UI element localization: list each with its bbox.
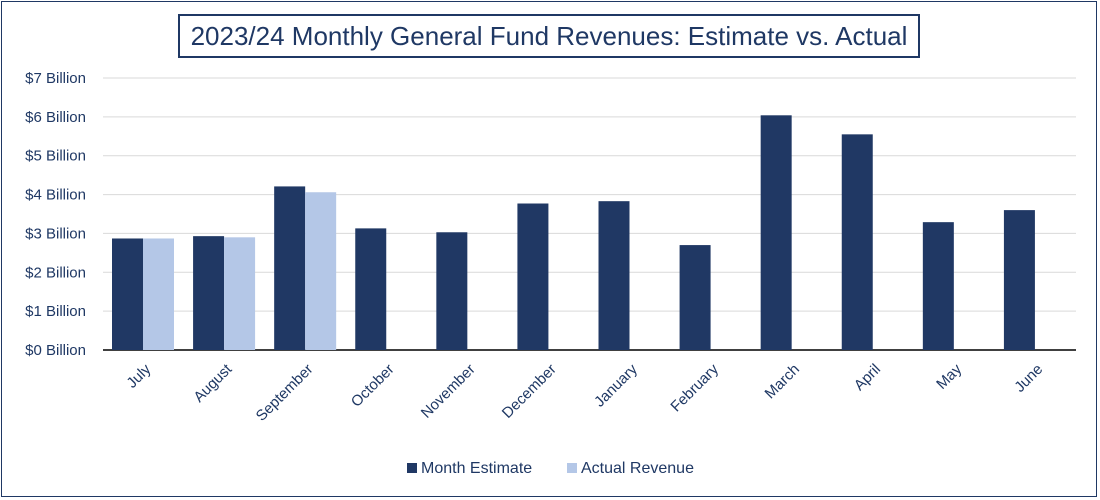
bar-month-estimate bbox=[112, 238, 143, 350]
x-tick-label: February bbox=[667, 360, 722, 415]
bar-month-estimate bbox=[841, 134, 873, 350]
x-tick-label: July bbox=[123, 360, 154, 391]
bar-month-estimate bbox=[193, 236, 225, 350]
y-tick-label: $0 Billion bbox=[25, 342, 86, 359]
chart-title: 2023/24 Monthly General Fund Revenues: E… bbox=[178, 14, 920, 58]
x-tick-label: November bbox=[418, 361, 479, 422]
legend-label: Actual Revenue bbox=[581, 460, 694, 477]
x-tick-label: September bbox=[253, 361, 317, 425]
bar-month-estimate bbox=[760, 115, 792, 350]
y-tick-label: $7 Billion bbox=[25, 70, 86, 87]
y-tick-label: $4 Billion bbox=[25, 187, 86, 204]
bar-month-estimate bbox=[679, 245, 711, 350]
y-tick-label: $3 Billion bbox=[25, 225, 86, 242]
x-tick-label: March bbox=[762, 361, 803, 402]
bar-actual-revenue bbox=[224, 237, 256, 350]
bar-month-estimate bbox=[517, 203, 549, 350]
bar-actual-revenue bbox=[143, 238, 174, 350]
legend-label: Month Estimate bbox=[421, 460, 532, 477]
bar-actual-revenue bbox=[305, 192, 337, 350]
legend-swatch bbox=[407, 463, 417, 473]
y-tick-label: $1 Billion bbox=[25, 303, 86, 320]
x-tick-label: May bbox=[933, 360, 965, 392]
y-tick-label: $2 Billion bbox=[25, 264, 86, 281]
bar-month-estimate bbox=[598, 201, 630, 350]
y-tick-label: $5 Billion bbox=[25, 148, 86, 165]
bar-month-estimate bbox=[274, 186, 306, 350]
y-tick-label: $6 Billion bbox=[25, 109, 86, 126]
x-tick-label: April bbox=[851, 361, 884, 394]
x-tick-label: January bbox=[591, 360, 641, 410]
bar-month-estimate bbox=[355, 228, 387, 350]
x-tick-label: December bbox=[499, 361, 560, 422]
x-tick-label: October bbox=[348, 361, 398, 411]
x-tick-label: August bbox=[190, 360, 236, 406]
bar-month-estimate bbox=[436, 232, 468, 350]
bar-month-estimate bbox=[1003, 210, 1035, 350]
bar-month-estimate bbox=[922, 222, 954, 350]
legend-swatch bbox=[567, 463, 577, 473]
x-tick-label: June bbox=[1011, 361, 1046, 396]
